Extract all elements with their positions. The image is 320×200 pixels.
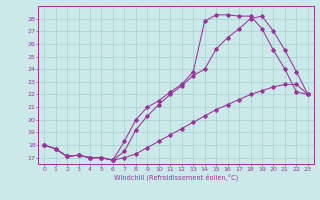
X-axis label: Windchill (Refroidissement éolien,°C): Windchill (Refroidissement éolien,°C) xyxy=(114,174,238,181)
